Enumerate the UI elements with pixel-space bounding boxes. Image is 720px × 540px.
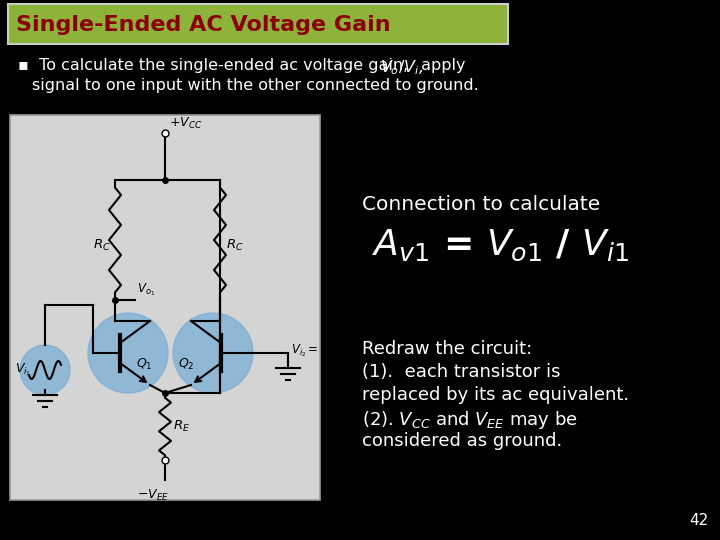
Text: considered as ground.: considered as ground. xyxy=(362,432,562,450)
Text: $V_{i_1}$: $V_{i_1}$ xyxy=(15,362,31,379)
Bar xyxy=(10,115,320,500)
Text: $V_{i_2}=0$: $V_{i_2}=0$ xyxy=(291,343,328,359)
FancyBboxPatch shape xyxy=(8,4,508,44)
Text: $R_E$: $R_E$ xyxy=(173,419,190,434)
Text: $R_C$: $R_C$ xyxy=(93,238,111,253)
Text: Single-Ended AC Voltage Gain: Single-Ended AC Voltage Gain xyxy=(16,15,391,35)
Text: $-V_{EE}$: $-V_{EE}$ xyxy=(137,488,169,503)
Circle shape xyxy=(20,345,70,395)
Text: apply: apply xyxy=(416,58,466,73)
Text: signal to one input with the other connected to ground.: signal to one input with the other conne… xyxy=(32,78,479,93)
Text: (1).  each transistor is: (1). each transistor is xyxy=(362,363,560,381)
Text: $\mathit{A}_{v1}$ = $\mathit{V}_{o1}$ / $\mathit{V}_{i1}$: $\mathit{A}_{v1}$ = $\mathit{V}_{o1}$ / … xyxy=(372,228,629,264)
Text: $R_C$: $R_C$ xyxy=(226,238,243,253)
Text: (2). $\mathit{V}_{CC}$ and $\mathit{V}_{EE}$ may be: (2). $\mathit{V}_{CC}$ and $\mathit{V}_{… xyxy=(362,409,577,431)
Circle shape xyxy=(88,313,168,393)
Text: 42: 42 xyxy=(689,513,708,528)
Text: $V_{o_1}$: $V_{o_1}$ xyxy=(137,281,156,298)
Text: Connection to calculate: Connection to calculate xyxy=(362,195,600,214)
Text: $Q_2$: $Q_2$ xyxy=(178,357,194,372)
Text: replaced by its ac equivalent.: replaced by its ac equivalent. xyxy=(362,386,629,404)
Text: $Q_1$: $Q_1$ xyxy=(136,357,153,372)
Text: $+V_{CC}$: $+V_{CC}$ xyxy=(169,116,202,131)
Text: Redraw the circuit:: Redraw the circuit: xyxy=(362,340,532,358)
Text: ▪  To calculate the single-ended ac voltage gain,: ▪ To calculate the single-ended ac volta… xyxy=(18,58,413,73)
Text: $V_o/V_i$,: $V_o/V_i$, xyxy=(380,58,423,77)
Circle shape xyxy=(173,313,253,393)
